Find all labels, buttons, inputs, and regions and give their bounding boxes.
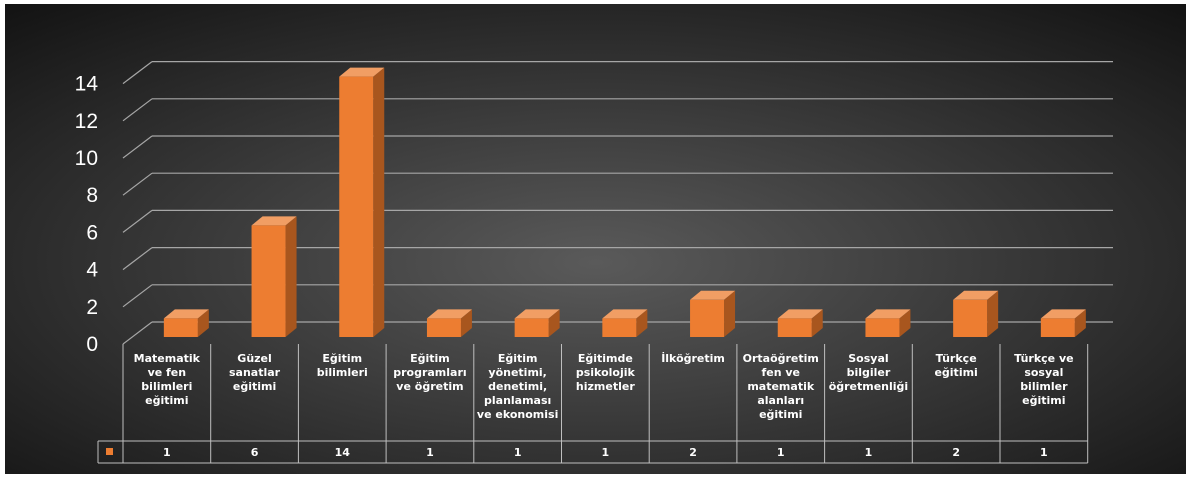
bar-side (285, 216, 297, 337)
bar-top (602, 309, 648, 319)
category-label: Matematik ve fen bilimleri eğitimi (134, 352, 201, 407)
y-tick-label: 2 (86, 296, 98, 319)
y-tick-label: 12 (75, 110, 98, 133)
bar-side (460, 309, 472, 337)
bar-front (777, 318, 812, 337)
data-table: Matematik ve fen bilimleri eğitimi 1 Güzel san… (97, 344, 1089, 464)
gridline-depth (122, 135, 153, 159)
gridline-depth (122, 98, 153, 122)
y-tick-label: 4 (86, 259, 98, 282)
bar (514, 309, 560, 337)
data-value-label: 1 (1040, 446, 1048, 459)
y-tick-label: 0 (86, 333, 98, 356)
category-label: Sosyal bilgiler öğretmenliği (829, 352, 909, 393)
bar-side (987, 290, 999, 337)
bar-top (953, 290, 999, 300)
bar (953, 290, 999, 337)
category-label: Türkçe eğitimi (934, 352, 977, 379)
bar-side (724, 290, 736, 337)
y-tick-label: 10 (75, 147, 98, 170)
gridline-depth (122, 247, 153, 271)
chart-background (5, 4, 1186, 474)
data-value-label: 2 (689, 446, 697, 459)
bar-top (426, 309, 472, 319)
bar-top (1040, 309, 1086, 319)
category-label: Eğitim yönetimi, denetimi, planlaması ve eko… (477, 352, 558, 421)
y-axis: 0 2 4 6 8 10 12 14 (75, 73, 99, 356)
category-label: Eğitimde psikolojik hizmetler (576, 352, 636, 393)
bar-side (1074, 309, 1086, 337)
bar-side (548, 309, 560, 337)
bar (426, 309, 472, 337)
data-value-label: 1 (163, 446, 171, 459)
bar-front (690, 299, 725, 337)
data-value-label: 14 (335, 446, 351, 459)
bar-front (251, 225, 286, 337)
bar-side (811, 309, 823, 337)
gridline-depth (122, 61, 153, 85)
bar-front (514, 318, 549, 337)
bar (1040, 309, 1086, 337)
gridline-depth (122, 209, 153, 233)
bar-front (339, 76, 374, 337)
legend-key (106, 448, 113, 455)
bar (690, 290, 736, 337)
data-value-label: 1 (865, 446, 873, 459)
data-value-label: 1 (777, 446, 785, 459)
y-tick-label: 14 (75, 73, 99, 96)
bar (602, 309, 648, 337)
y-tick-label: 6 (86, 221, 98, 244)
bar (163, 309, 209, 337)
bar-top (163, 309, 209, 319)
gridline-depth (122, 321, 153, 345)
gridline-depth (122, 172, 153, 196)
bar-side (899, 309, 911, 337)
y-tick-label: 8 (86, 184, 98, 207)
bar-top (514, 309, 560, 319)
bar-front (602, 318, 637, 337)
bar-top (251, 216, 297, 226)
gridline-depth (122, 284, 153, 308)
data-value-label: 1 (426, 446, 434, 459)
bar (251, 216, 297, 337)
category-label: İlköğretim (661, 351, 725, 365)
bar (339, 67, 385, 337)
bar (777, 309, 823, 337)
category-label: Türkçe ve sosyal bilimler eğitimi (1014, 352, 1073, 407)
bar-side (373, 67, 385, 337)
bar-top (865, 309, 911, 319)
bar-front (865, 318, 900, 337)
bar-front (426, 318, 461, 337)
bar-top (690, 290, 736, 300)
bar-side (197, 309, 209, 337)
category-label: Ortaöğretim fen ve matematik alanları eğitim… (743, 352, 819, 421)
bar (865, 309, 911, 337)
category-label: Güzel sanatlar eğitimi (229, 352, 281, 393)
category-label: Eğitim programları ve öğretim (393, 352, 466, 393)
data-value-label: 1 (602, 446, 610, 459)
bar-side (636, 309, 648, 337)
bar-front (953, 299, 988, 337)
bar-front (1040, 318, 1075, 337)
data-value-label: 2 (952, 446, 960, 459)
data-value-label: 1 (514, 446, 522, 459)
bars (163, 67, 1086, 337)
data-value-label: 6 (251, 446, 259, 459)
bar-front (163, 318, 198, 337)
bar-top (339, 67, 385, 77)
bar-top (777, 309, 823, 319)
category-label: Eğitim bilimleri (317, 352, 368, 379)
